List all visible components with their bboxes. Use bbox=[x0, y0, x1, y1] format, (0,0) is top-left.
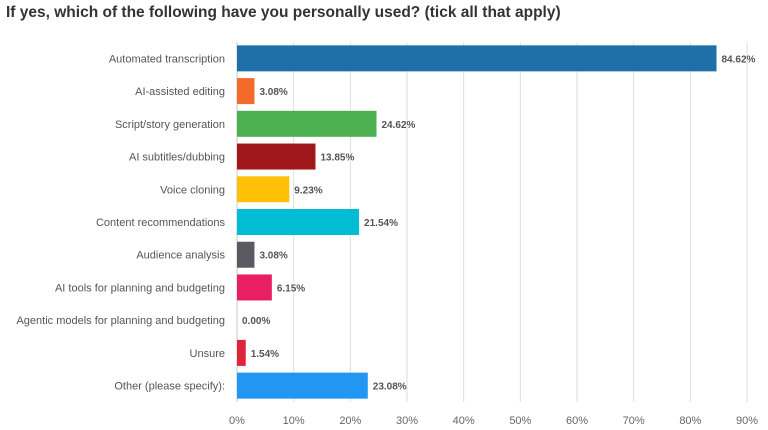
bars bbox=[237, 45, 717, 399]
category-label: AI tools for planning and budgeting bbox=[55, 282, 225, 294]
x-tick-label: 80% bbox=[679, 415, 701, 427]
value-label: 23.08% bbox=[373, 382, 407, 393]
category-label: AI subtitles/dubbing bbox=[129, 152, 225, 164]
bar bbox=[237, 372, 368, 399]
value-label: 24.62% bbox=[382, 120, 416, 131]
bar bbox=[237, 274, 272, 301]
bar bbox=[237, 110, 377, 137]
bar bbox=[237, 78, 255, 105]
value-labels: 84.62% 3.08% 24.62% 13.85% 9.23% 21.54% 3.08% 6… bbox=[242, 54, 756, 392]
category-label: Agentic models for planning and budgetin… bbox=[16, 315, 225, 327]
bar bbox=[237, 45, 717, 72]
value-label: 3.08% bbox=[259, 87, 287, 98]
category-label: AI-assisted editing bbox=[135, 86, 225, 98]
category-label: Script/story generation bbox=[115, 119, 225, 131]
bar bbox=[237, 209, 360, 235]
value-label: 3.08% bbox=[259, 251, 287, 262]
value-label: 84.62% bbox=[722, 54, 756, 65]
bar bbox=[237, 176, 290, 203]
bar bbox=[237, 143, 316, 170]
category-label: Content recommendations bbox=[96, 217, 226, 229]
category-label: Automated transcription bbox=[109, 53, 225, 65]
x-tick-label: 70% bbox=[623, 415, 645, 427]
value-label: 6.15% bbox=[277, 283, 305, 294]
x-tick-label: 0% bbox=[229, 415, 245, 427]
value-label: 13.85% bbox=[320, 153, 354, 164]
category-labels: Automated transcription AI-assisted editi… bbox=[16, 53, 225, 392]
x-tick-label: 20% bbox=[339, 415, 361, 427]
value-label: 1.54% bbox=[251, 349, 279, 360]
x-tick-label: 30% bbox=[396, 415, 418, 427]
x-tick-label: 90% bbox=[736, 415, 758, 427]
bar bbox=[237, 241, 255, 268]
category-label: Unsure bbox=[190, 348, 225, 360]
value-label: 9.23% bbox=[294, 185, 322, 196]
value-label: 0.00% bbox=[242, 316, 270, 327]
x-tick-label: 50% bbox=[509, 415, 531, 427]
category-label: Audience analysis bbox=[136, 250, 225, 262]
x-tick-label: 10% bbox=[283, 415, 305, 427]
chart-title: If yes, which of the following have you … bbox=[6, 4, 561, 21]
bar bbox=[237, 339, 246, 366]
category-label: Voice cloning bbox=[160, 184, 225, 196]
x-tick-label: 40% bbox=[453, 415, 475, 427]
x-axis-ticks: 0% 10% 20% 30% 40% 50% 60% 70% 80% 90% bbox=[229, 415, 758, 427]
value-label: 21.54% bbox=[364, 218, 398, 229]
x-tick-label: 60% bbox=[566, 415, 588, 427]
category-label: Other (please specify): bbox=[114, 381, 225, 393]
